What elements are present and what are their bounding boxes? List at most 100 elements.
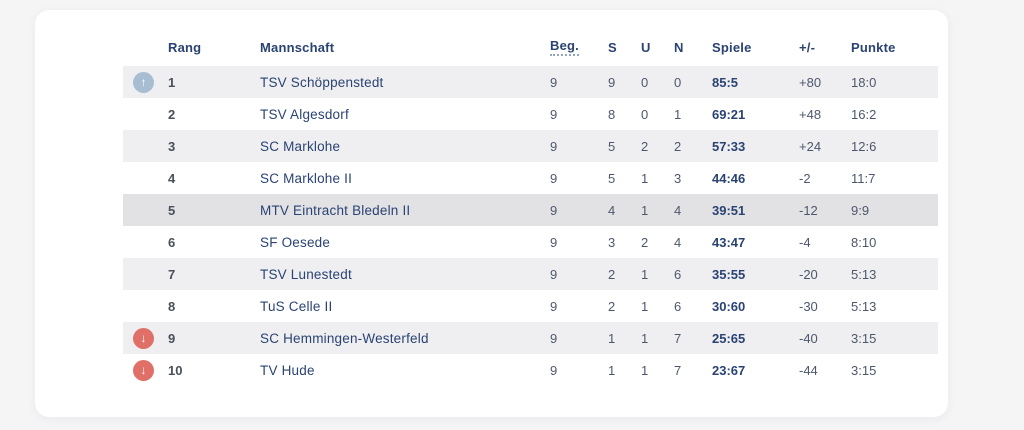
movement-cell — [123, 226, 168, 258]
movement-cell — [123, 290, 168, 322]
team-cell: MTV Eintracht Bledeln II — [260, 202, 411, 218]
header-points: Punkte — [851, 39, 896, 55]
goals-cell: 69:21 — [712, 106, 746, 122]
diff-cell: +80 — [799, 74, 822, 90]
draws-cell: 2 — [641, 138, 649, 154]
table-row: ↓ 10 TV Hude 9 1 1 7 23:67 -44 3:15 — [123, 354, 938, 386]
header-losses: N — [674, 39, 684, 55]
header-draws: U — [641, 39, 651, 55]
movement-cell: ↓ — [123, 322, 168, 354]
wins-cell: 4 — [608, 202, 616, 218]
points-cell: 11:7 — [851, 170, 876, 186]
draws-cell: 1 — [641, 298, 649, 314]
points-cell: 18:0 — [851, 74, 877, 90]
wins-cell: 1 — [608, 330, 616, 346]
beg-cell: 9 — [550, 202, 558, 218]
beg-cell: 9 — [550, 138, 558, 154]
team-cell: SC Marklohe — [260, 138, 341, 154]
wins-cell: 1 — [608, 362, 616, 378]
wins-cell: 8 — [608, 106, 616, 122]
diff-cell: -30 — [799, 298, 818, 314]
draws-cell: 1 — [641, 330, 649, 346]
standings-card: Rang Mannschaft Beg. S U N Spiele +/- Pu… — [35, 10, 948, 417]
table-row: 6 SF Oesede 9 3 2 4 43:47 -4 8:10 — [123, 226, 938, 258]
table-row: 5 MTV Eintracht Bledeln II 9 4 1 4 39:51… — [123, 194, 938, 226]
losses-cell: 3 — [674, 170, 682, 186]
losses-cell: 4 — [674, 202, 682, 218]
goals-cell: 43:47 — [712, 234, 746, 250]
team-cell: SC Marklohe II — [260, 170, 353, 186]
header-rank: Rang — [168, 39, 202, 55]
points-cell: 3:15 — [851, 330, 877, 346]
draws-cell: 1 — [641, 170, 649, 186]
points-cell: 5:13 — [851, 298, 877, 314]
beg-cell: 9 — [550, 362, 558, 378]
goals-cell: 39:51 — [712, 202, 746, 218]
team-cell: TuS Celle II — [260, 298, 333, 314]
goals-cell: 30:60 — [712, 298, 746, 314]
team-cell: TV Hude — [260, 362, 315, 378]
table-row: ↓ 9 SC Hemmingen-Westerfeld 9 1 1 7 25:6… — [123, 322, 938, 354]
beg-cell: 9 — [550, 106, 558, 122]
losses-cell: 7 — [674, 330, 682, 346]
goals-cell: 85:5 — [712, 74, 739, 90]
beg-cell: 9 — [550, 298, 558, 314]
points-cell: 5:13 — [851, 266, 877, 282]
table-row: 2 TSV Algesdorf 9 8 0 1 69:21 +48 16:2 — [123, 98, 938, 130]
table-header-row: Rang Mannschaft Beg. S U N Spiele +/- Pu… — [123, 28, 938, 66]
losses-cell: 1 — [674, 106, 682, 122]
header-diff: +/- — [799, 39, 816, 55]
team-cell: SC Hemmingen-Westerfeld — [260, 330, 429, 346]
rank-cell: 7 — [168, 266, 176, 282]
losses-cell: 7 — [674, 362, 682, 378]
header-team: Mannschaft — [260, 39, 335, 55]
beg-abbreviation[interactable]: Beg. — [550, 38, 579, 56]
team-cell: SF Oesede — [260, 234, 331, 250]
losses-cell: 6 — [674, 298, 682, 314]
diff-cell: +24 — [799, 138, 822, 154]
wins-cell: 2 — [608, 298, 616, 314]
movement-cell — [123, 98, 168, 130]
relegation-down-icon: ↓ — [133, 327, 154, 349]
losses-cell: 6 — [674, 266, 682, 282]
team-cell: TSV Schöppenstedt — [260, 74, 384, 90]
wins-cell: 3 — [608, 234, 616, 250]
header-goals: Spiele — [712, 39, 752, 55]
beg-cell: 9 — [550, 330, 558, 346]
rank-cell: 6 — [168, 234, 176, 250]
wins-cell: 9 — [608, 74, 616, 90]
header-wins: S — [608, 39, 617, 55]
beg-cell: 9 — [550, 266, 558, 282]
table-body: ↑ 1 TSV Schöppenstedt 9 9 0 0 85:5 +80 1… — [123, 66, 938, 386]
wins-cell: 5 — [608, 138, 616, 154]
rank-cell: 8 — [168, 298, 176, 314]
losses-cell: 2 — [674, 138, 682, 154]
rank-cell: 5 — [168, 202, 176, 218]
points-cell: 12:6 — [851, 138, 877, 154]
movement-cell: ↓ — [123, 354, 168, 386]
relegation-down-icon: ↓ — [133, 359, 154, 381]
losses-cell: 0 — [674, 74, 682, 90]
diff-cell: -44 — [799, 362, 818, 378]
diff-cell: +48 — [799, 106, 822, 122]
diff-cell: -40 — [799, 330, 818, 346]
movement-cell — [123, 130, 168, 162]
movement-cell — [123, 258, 168, 290]
table-row: ↑ 1 TSV Schöppenstedt 9 9 0 0 85:5 +80 1… — [123, 66, 938, 98]
losses-cell: 4 — [674, 234, 682, 250]
beg-cell: 9 — [550, 234, 558, 250]
rank-cell: 3 — [168, 138, 176, 154]
diff-cell: -4 — [799, 234, 811, 250]
table-row: 3 SC Marklohe 9 5 2 2 57:33 +24 12:6 — [123, 130, 938, 162]
goals-cell: 57:33 — [712, 138, 746, 154]
team-cell: TSV Algesdorf — [260, 106, 349, 122]
team-cell: TSV Lunestedt — [260, 266, 352, 282]
wins-cell: 5 — [608, 170, 616, 186]
points-cell: 3:15 — [851, 362, 877, 378]
goals-cell: 25:65 — [712, 330, 746, 346]
wins-cell: 2 — [608, 266, 616, 282]
beg-cell: 9 — [550, 170, 558, 186]
table-row: 8 TuS Celle II 9 2 1 6 30:60 -30 5:13 — [123, 290, 938, 322]
promotion-up-icon: ↑ — [133, 71, 154, 93]
goals-cell: 23:67 — [712, 362, 746, 378]
